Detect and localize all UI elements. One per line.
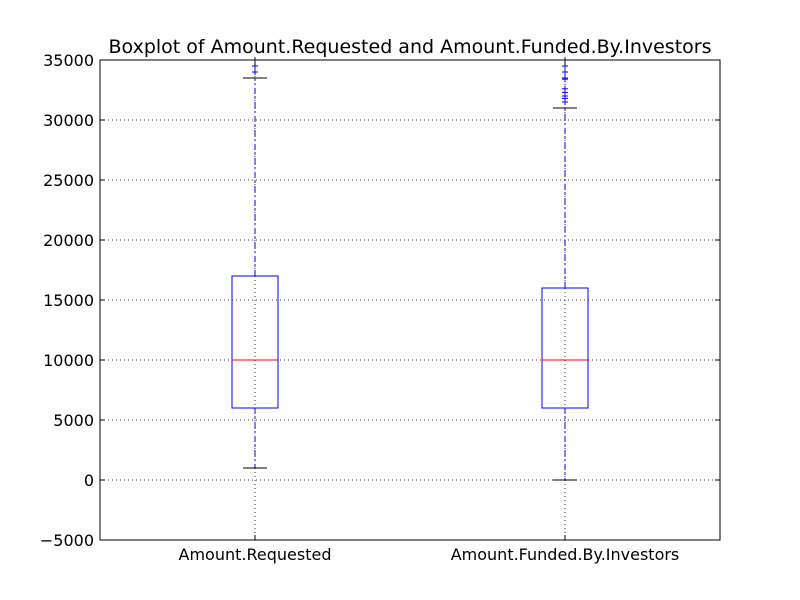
outlier-marker (562, 69, 568, 75)
iqr-box (541, 287, 589, 409)
outlier-marker (252, 69, 258, 75)
iqr-box (231, 275, 279, 409)
y-tick-label: −5000 (40, 531, 94, 550)
box-group (231, 57, 279, 469)
y-tick-label: 25000 (43, 171, 94, 190)
outlier-marker (562, 75, 568, 81)
y-tick-label: 0 (84, 471, 94, 490)
y-tick-label: 35000 (43, 51, 94, 70)
tick-layer: −5000 0 5000 10000 15000 20000 25000 30000 35000… (40, 51, 720, 564)
y-tick-label: 10000 (43, 351, 94, 370)
y-tick-label: 15000 (43, 291, 94, 310)
box-group (541, 57, 589, 481)
y-tick-label: 20000 (43, 231, 94, 250)
outlier-marker (562, 85, 568, 92)
y-tick-label: 30000 (43, 111, 94, 130)
y-tick-label: 5000 (53, 411, 94, 430)
chart-title: Boxplot of Amount.Requested and Amount.F… (109, 36, 712, 58)
x-tick-label: Amount.Funded.By.Investors (451, 545, 680, 564)
x-tick-label: Amount.Requested (179, 545, 332, 564)
box-layer (231, 57, 589, 481)
grid-layer (100, 60, 720, 540)
